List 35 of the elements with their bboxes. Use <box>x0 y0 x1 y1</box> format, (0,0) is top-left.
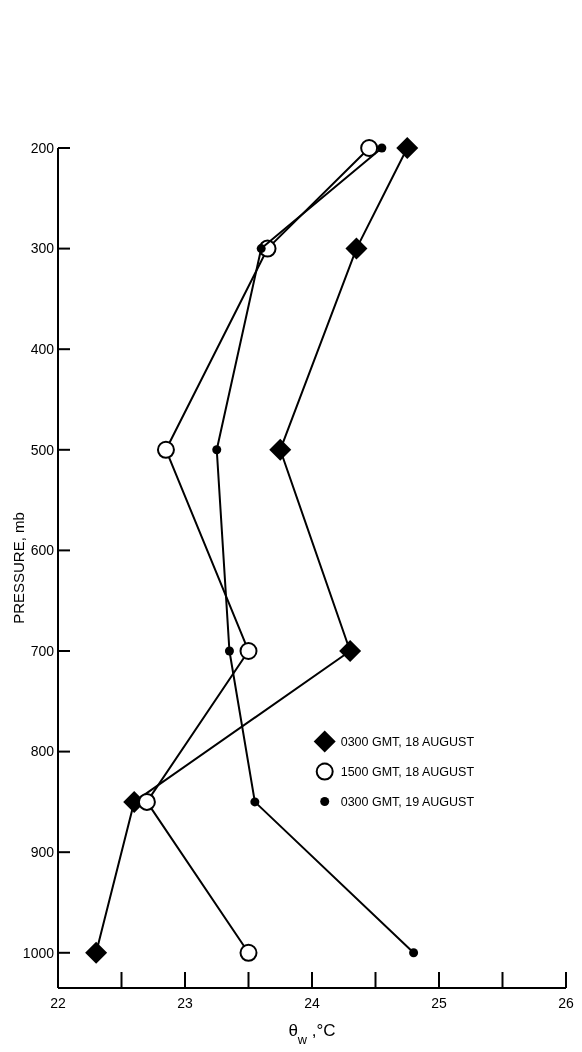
point <box>256 244 266 254</box>
x-tick-label: 23 <box>177 995 193 1011</box>
point <box>212 445 222 455</box>
x-tick-label: 26 <box>558 995 574 1011</box>
y-tick-label: 600 <box>30 542 55 559</box>
point <box>85 941 108 964</box>
x-tick-label: 22 <box>50 995 66 1011</box>
x-tick-label: 25 <box>431 995 447 1011</box>
point <box>396 137 419 159</box>
point <box>156 440 175 459</box>
point <box>269 438 292 461</box>
point <box>137 792 156 811</box>
point <box>224 646 234 656</box>
point <box>360 139 379 157</box>
legend-label: 0300 GMT, 18 AUGUST <box>340 734 475 749</box>
point <box>377 143 387 153</box>
point <box>345 237 368 260</box>
y-tick-label: 700 <box>30 642 55 659</box>
x-tick-label: 24 <box>304 995 320 1011</box>
y-tick-label: 400 <box>30 341 55 358</box>
y-tick-label: 300 <box>30 240 55 257</box>
point <box>239 641 258 660</box>
y-tick-label: 200 <box>30 139 55 156</box>
y-tick-label: 500 <box>30 441 55 458</box>
point <box>339 639 362 662</box>
legend-label: 1500 GMT, 18 AUGUST <box>340 764 475 779</box>
legend-label: 0300 GMT, 19 AUGUST <box>340 794 475 809</box>
y-tick-label: 800 <box>30 743 55 760</box>
y-axis-title: PRESSURE, mb <box>10 512 27 624</box>
point <box>250 797 260 807</box>
y-tick-label: 1000 <box>22 944 55 961</box>
point <box>409 948 419 958</box>
x-axis-title: θ$_{w}$ ,°C <box>288 1021 336 1047</box>
point <box>239 943 258 962</box>
y-tick-label: 900 <box>30 844 55 861</box>
